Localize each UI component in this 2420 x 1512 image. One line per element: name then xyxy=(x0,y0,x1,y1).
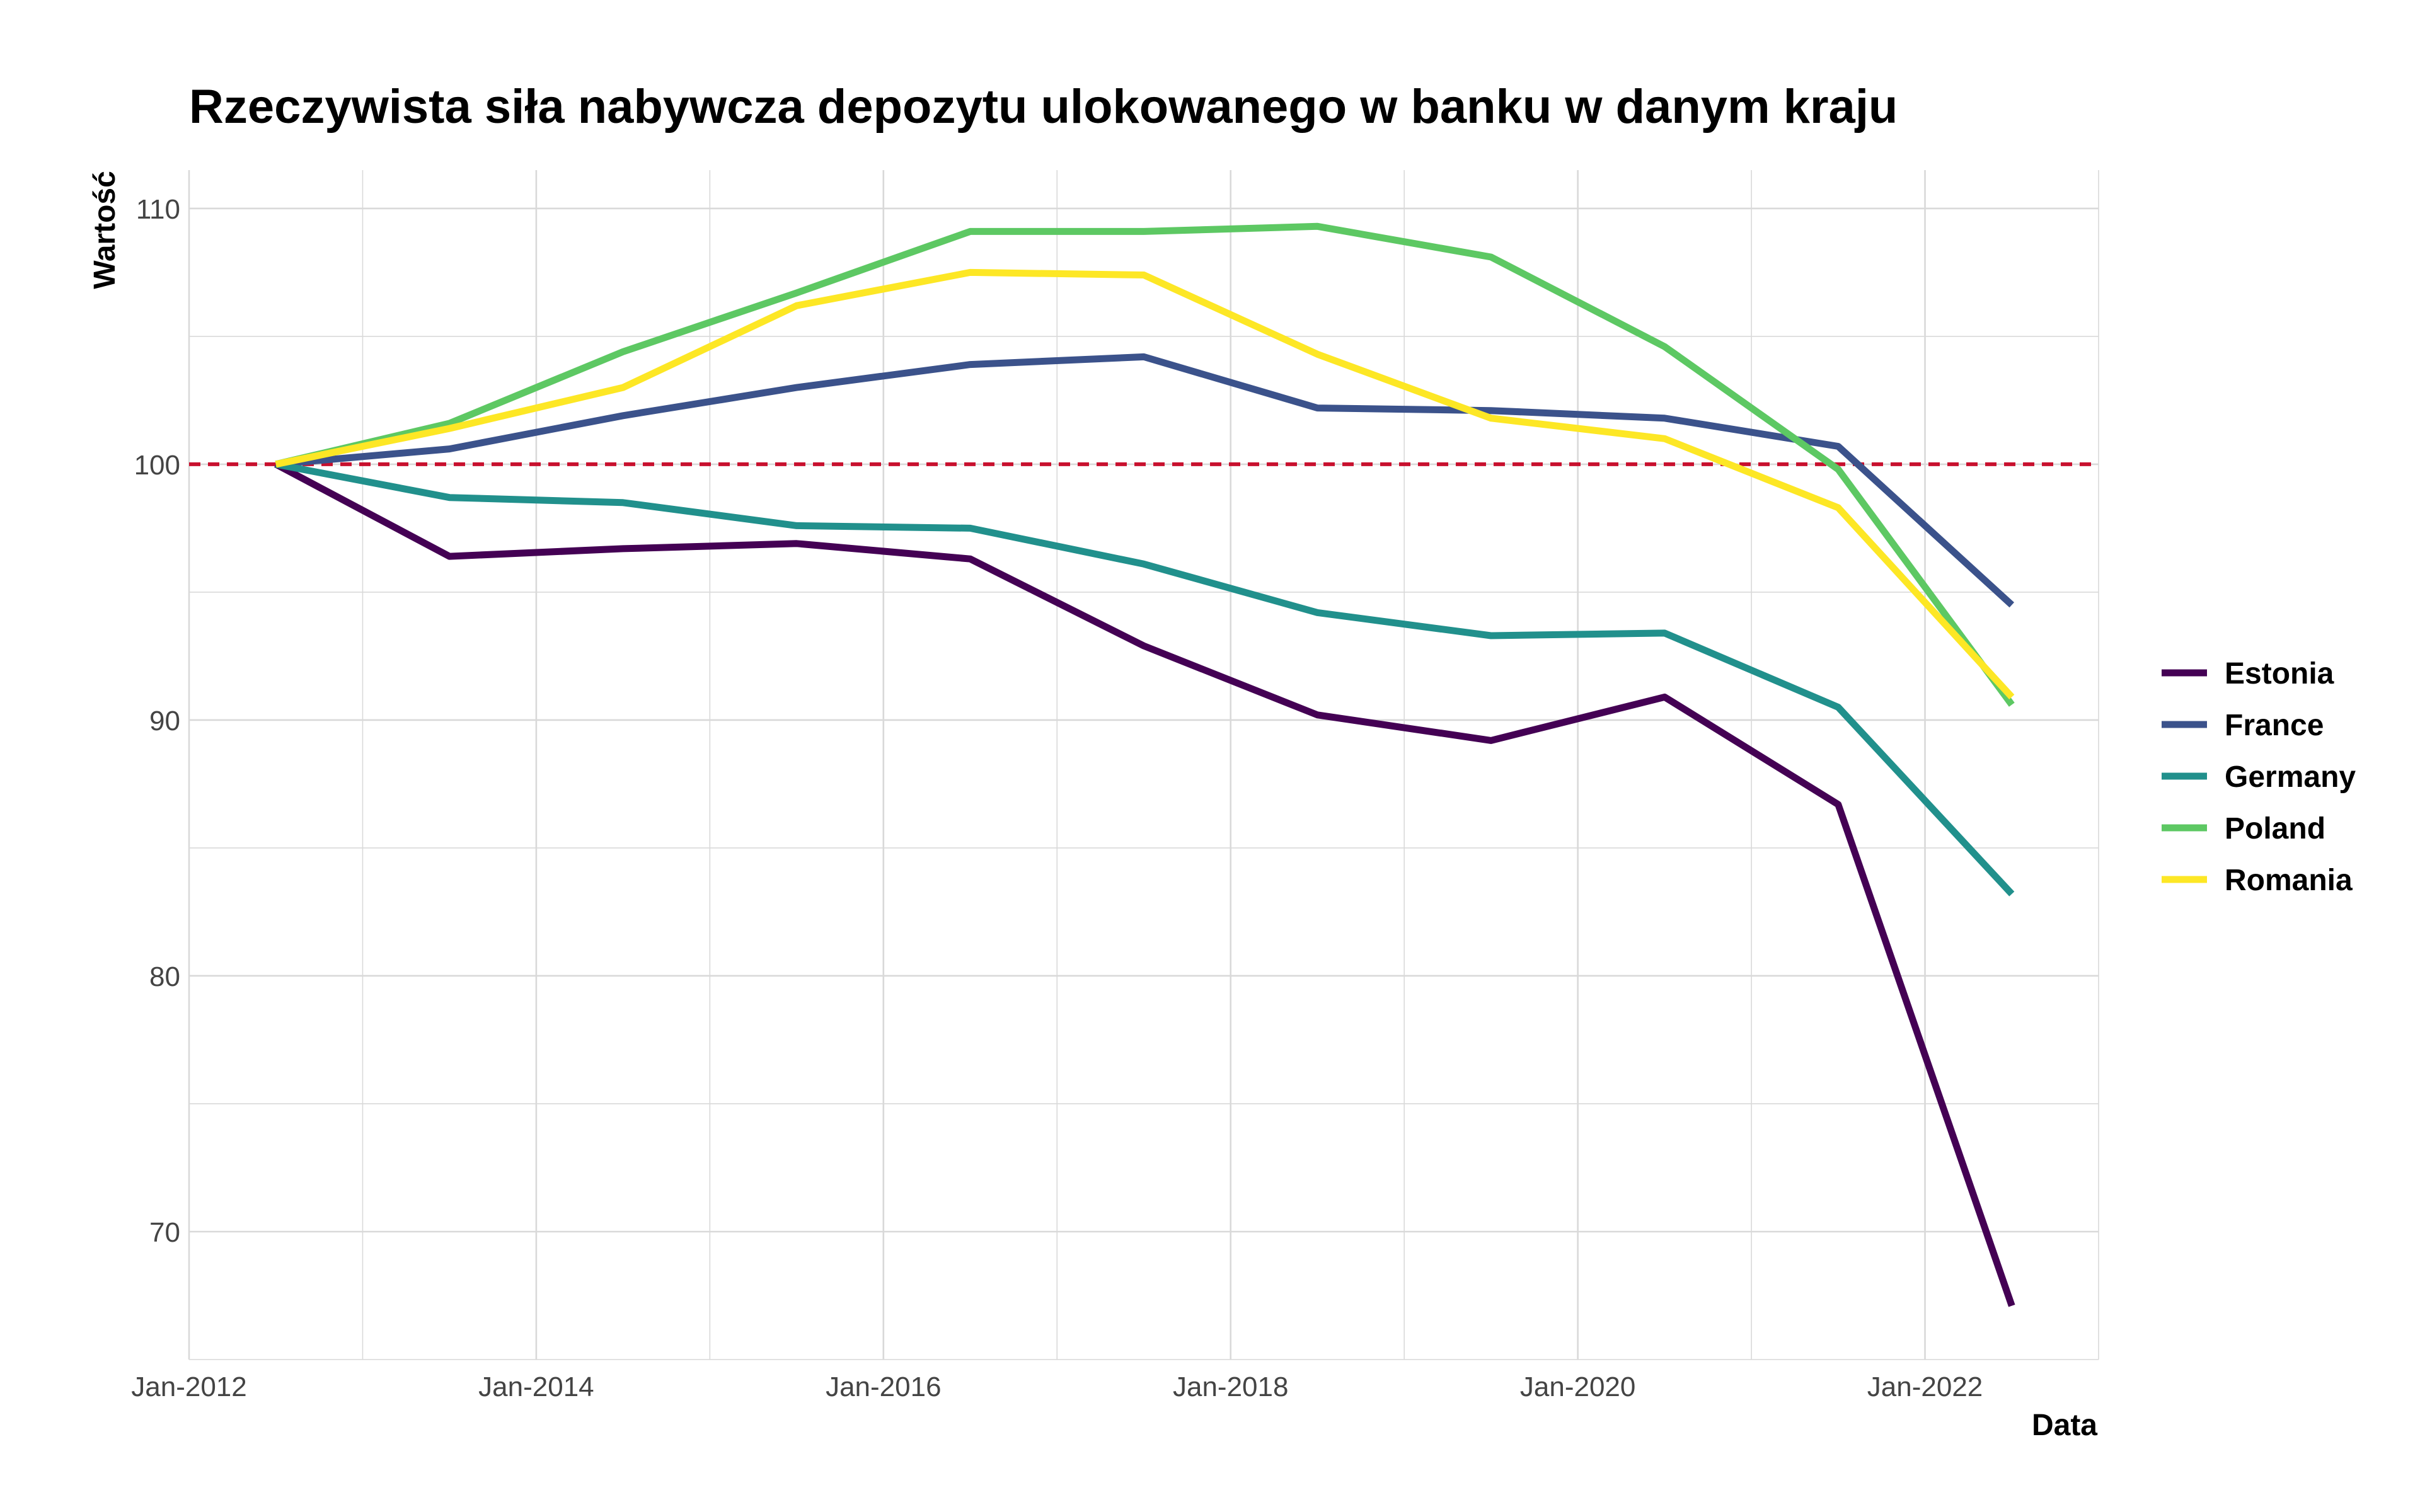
y-tick-labels: 70 80 90 100 110 xyxy=(134,194,180,1248)
x-tick-label: Jan-2018 xyxy=(1173,1372,1288,1402)
x-tick-label: Jan-2020 xyxy=(1520,1372,1635,1402)
chart-title: Rzeczywista siła nabywcza depozytu uloko… xyxy=(189,80,1898,134)
x-tick-label: Jan-2012 xyxy=(131,1372,246,1402)
y-tick-label: 70 xyxy=(149,1217,180,1248)
x-axis-title: Data xyxy=(2032,1409,2097,1442)
x-tick-labels: Jan-2012 Jan-2014 Jan-2016 Jan-2018 Jan-2020… xyxy=(131,1372,1983,1402)
y-tick-label: 110 xyxy=(136,194,180,225)
legend-label-france: France xyxy=(2225,709,2324,742)
series-group xyxy=(274,222,2015,1307)
legend-label-germany: Germany xyxy=(2225,760,2356,794)
x-tick-label: Jan-2022 xyxy=(1867,1372,1983,1402)
legend-label-poland: Poland xyxy=(2225,812,2325,845)
x-tick-label: Jan-2016 xyxy=(826,1372,941,1402)
x-tick-label: Jan-2014 xyxy=(478,1372,594,1402)
grid xyxy=(188,170,2099,1360)
legend: Estonia France Germany Poland Romania xyxy=(2162,657,2356,897)
y-tick-label: 90 xyxy=(149,706,180,736)
legend-label-romania: Romania xyxy=(2225,864,2353,897)
series-line-romania xyxy=(275,268,2015,700)
series-line-germany xyxy=(275,461,2015,896)
y-axis-title: Wartość xyxy=(88,171,122,289)
legend-label-estonia: Estonia xyxy=(2225,657,2334,690)
series-line-poland xyxy=(275,222,2015,707)
y-tick-label: 100 xyxy=(134,450,180,481)
y-tick-label: 80 xyxy=(149,961,180,992)
series-line-estonia xyxy=(274,461,2015,1307)
series-line-france xyxy=(275,353,2015,608)
